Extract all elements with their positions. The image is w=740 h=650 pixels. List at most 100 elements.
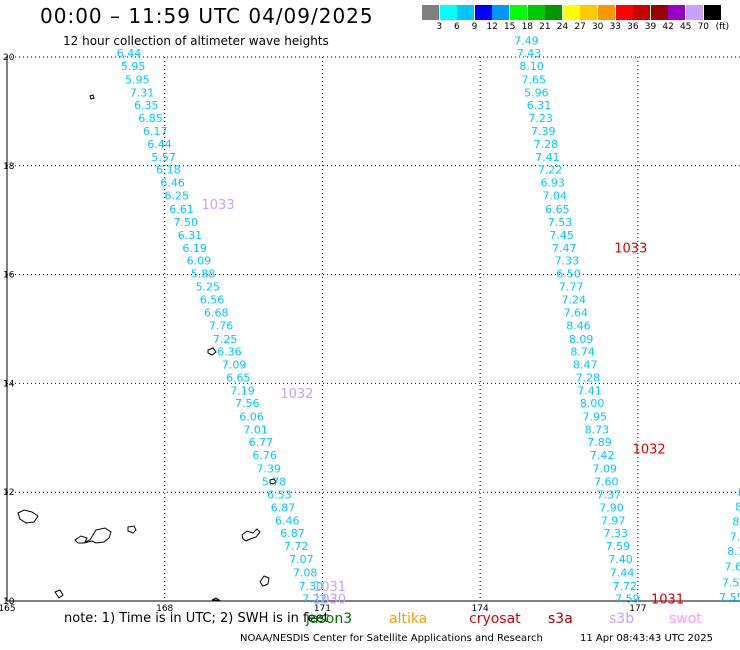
satellite-label-s3b: s3b: [609, 611, 635, 627]
wave-height-label: 7.09: [222, 358, 247, 371]
wave-height-label: 6.61: [169, 203, 194, 216]
wave-height-label: 6.31: [527, 99, 552, 112]
legend-tick-label: 6: [454, 22, 460, 32]
wave-height-label: 5.57: [151, 151, 176, 164]
y-tick-label: 20: [3, 53, 15, 63]
legend-swatch: [668, 5, 686, 20]
legend-swatch: [457, 5, 475, 20]
legend-swatch: [703, 5, 721, 20]
wave-height-label: 7.41: [535, 151, 560, 164]
pressure-label: 1032: [633, 443, 666, 458]
wave-height-label: 7.59: [606, 540, 631, 553]
wave-height-label: 6.31: [178, 229, 203, 242]
wave-height-label: 7.23: [528, 112, 553, 125]
wave-height-label: 6.36: [217, 345, 242, 358]
legend-tick-label: 39: [644, 22, 657, 32]
wave-height-label: 8.74: [570, 345, 595, 358]
legend-swatch: [650, 5, 668, 20]
y-tick-label: 18: [3, 162, 15, 172]
wave-height-label: 8.05: [738, 487, 740, 500]
legend-swatch: [580, 5, 598, 20]
wave-height-label: 7.60: [594, 475, 619, 488]
wave-height-label: 7.72: [612, 580, 637, 593]
island-outline: [89, 94, 95, 100]
x-tick-label: 171: [314, 604, 331, 614]
page-title: 00:00 – 11:59 UTC 04/09/2025: [40, 4, 374, 28]
legend-swatch: [598, 5, 615, 20]
wave-height-label: 7.53: [548, 216, 573, 229]
wave-height-label: 7.40: [608, 553, 633, 566]
wave-height-label: 6.06: [239, 411, 264, 424]
wave-height-label: 5.88: [191, 268, 216, 281]
wave-height-label: 7.01: [243, 424, 268, 437]
pressure-label: 1030: [313, 592, 346, 607]
legend-tick-label: 70: [697, 22, 710, 32]
wave-height-label: 7.39: [257, 462, 282, 475]
wave-height-label: 5.96: [524, 86, 549, 99]
wave-height-label: 6.46: [275, 514, 300, 527]
legend-tick-label: 45: [679, 22, 692, 32]
wave-height-label: 7.25: [213, 333, 238, 346]
wave-height-label: 5.95: [121, 60, 146, 73]
island-outline: [17, 509, 39, 524]
wave-height-label: 7.30: [299, 580, 324, 593]
wave-height-label: 6.50: [556, 268, 581, 281]
wave-height-label: 7.31: [130, 86, 155, 99]
legend-swatch: [492, 5, 510, 20]
wave-height-label: 7.28: [576, 371, 601, 384]
pressure-label: 1033: [202, 198, 235, 213]
generated-timestamp: 11 Apr 08:43:43 UTC 2025: [580, 633, 713, 644]
wave-height-label: 7.49: [514, 35, 539, 48]
satellite-label-s3a: s3a: [548, 611, 573, 627]
wave-height-label: 7.19: [230, 384, 255, 397]
satellite-label-altika: altika: [389, 611, 428, 627]
wave-height-label: 8.13: [735, 500, 740, 513]
wave-height-label: 7.69: [724, 561, 740, 574]
wave-height-label: 7.09: [592, 462, 617, 475]
wave-height-label: 7.44: [610, 567, 635, 580]
wave-height-label: 6.25: [165, 190, 190, 203]
pressure-label: 1032: [280, 387, 313, 402]
wave-height-label: 7.08: [293, 567, 318, 580]
wave-height-label: 7.22: [538, 164, 563, 177]
wave-height-label: 5.25: [196, 281, 221, 294]
wave-height-label: 8.02: [732, 516, 740, 529]
wave-height-label: 6.87: [271, 501, 296, 514]
legend-swatch: [545, 5, 563, 20]
wave-height-label: 6.09: [187, 254, 212, 267]
wave-height-label: 6.65: [226, 371, 251, 384]
wave-height-label: 6.44: [117, 47, 142, 60]
wave-height-label: 6.76: [252, 449, 277, 462]
wave-height-label: 7.97: [601, 514, 626, 527]
wave-height-label: 8.46: [566, 320, 591, 333]
wave-height-label: 5.95: [125, 73, 150, 86]
satellite-label-jason3: jason3: [306, 611, 353, 627]
wave-height-label: 7.99: [730, 530, 740, 543]
wave-height-label: 6.17: [143, 125, 168, 138]
legend-tick-label: 30: [591, 22, 604, 32]
wave-height-label: 7.04: [543, 190, 568, 203]
wave-height-label: 7.22: [302, 592, 327, 605]
wave-height-label: 8.00: [580, 397, 605, 410]
wave-height-label: 8.73: [585, 424, 610, 437]
wave-height-label: 7.24: [561, 294, 586, 307]
wave-height-label: 7.72: [284, 540, 309, 553]
island-outline: [269, 478, 277, 485]
y-tick-label: 16: [3, 271, 15, 281]
legend-unit: (ft): [715, 22, 730, 32]
wave-height-label: 7.59: [615, 592, 640, 605]
island-outline: [259, 575, 270, 587]
legend-swatch: [527, 5, 545, 20]
x-tick-label: 165: [0, 604, 16, 614]
wave-height-label: 7.39: [531, 125, 556, 138]
island-outline: [241, 528, 261, 542]
legend-swatch: [422, 5, 439, 20]
legend-tick-label: 27: [574, 22, 586, 32]
satellite-label-swot: swot: [669, 611, 702, 627]
wave-height-label: 6.46: [160, 177, 185, 190]
wave-height-label: 6.56: [200, 294, 225, 307]
legend-swatch: [633, 5, 651, 20]
y-tick-label: 10: [3, 597, 15, 607]
legend-swatch: [562, 5, 580, 20]
